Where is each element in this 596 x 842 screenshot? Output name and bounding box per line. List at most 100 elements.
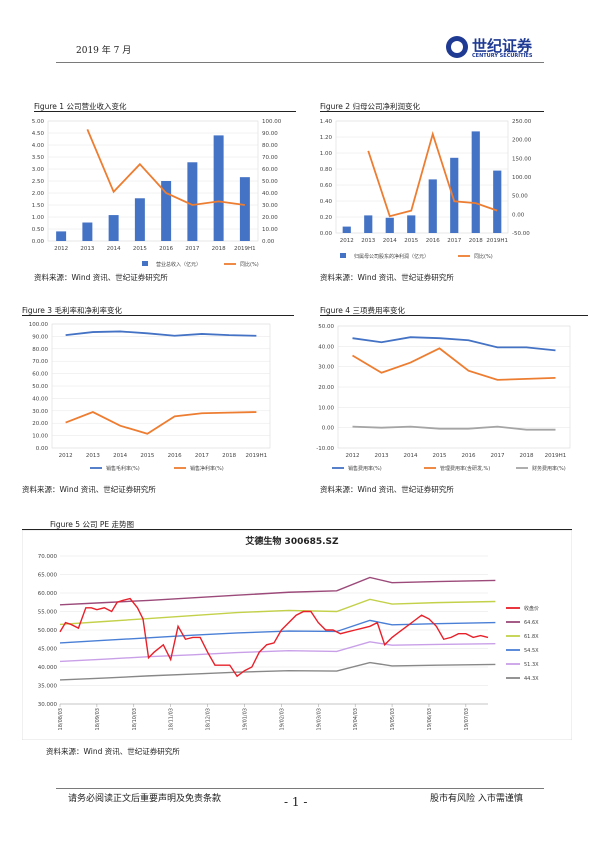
x-tick-label: 2013 xyxy=(86,453,100,459)
y-tick-label: 0.40 xyxy=(320,199,333,205)
y2-tick-label: 70.00 xyxy=(262,155,278,161)
y-tick-label: 40.00 xyxy=(32,396,48,402)
series-line xyxy=(65,330,257,337)
y-tick-label: 100.00 xyxy=(29,322,49,328)
bar xyxy=(56,231,67,241)
x-tick-label: 2016 xyxy=(159,246,173,252)
y2-tick-label: 20.00 xyxy=(262,215,278,221)
bar xyxy=(82,222,93,241)
y-tick-label: -10.00 xyxy=(316,446,334,452)
figure-1-rule xyxy=(34,111,296,112)
x-tick-label: 2016 xyxy=(426,238,440,244)
legend-label: 管理费用率(含研发,%) xyxy=(440,465,490,472)
y-tick-label: 3.00 xyxy=(32,167,45,173)
figure-3-chart: 0.00 10.00 20.00 30.00 40.00 50.00 60.00 70.00 8… xyxy=(29,322,271,472)
bar xyxy=(213,135,224,241)
bar xyxy=(364,215,373,233)
y-tick-label: 2.50 xyxy=(32,179,45,185)
y-tick-label: 1.00 xyxy=(320,151,333,157)
y-tick-label: 50.00 xyxy=(32,384,48,390)
x-tick-label: 19/01/03 xyxy=(242,708,248,730)
x-tick-label: 2015 xyxy=(133,246,147,252)
y-tick-label: 0.60 xyxy=(320,183,333,189)
y-tick-label: 0.00 xyxy=(320,231,333,237)
pe-band-line xyxy=(59,641,496,663)
legend-swatch xyxy=(142,261,148,266)
bar xyxy=(342,226,351,233)
bar xyxy=(471,131,480,233)
y-tick-label: 2.00 xyxy=(32,191,45,197)
y-tick-label: 1.00 xyxy=(32,215,45,221)
figure-3-source: 资料来源：Wind 资讯、世纪证券研究所 xyxy=(22,485,156,494)
x-tick-label: 18/11/03 xyxy=(169,708,175,730)
y2-tick-label: 100.00 xyxy=(512,175,532,181)
bar xyxy=(407,215,416,233)
y-tick-label: 50.00 xyxy=(318,324,334,330)
figure-1-chart: 0.00 0.50 1.00 1.50 2.00 2.50 3.00 3.50 4.00 4.50… xyxy=(32,119,282,268)
series-line xyxy=(86,129,245,206)
figure-3-rule xyxy=(22,315,294,316)
figure-5-rule xyxy=(22,529,572,530)
y-tick-label: 55.000 xyxy=(38,610,58,616)
y-tick-label: 10.00 xyxy=(32,434,48,440)
legend-label: 销售净利率(%) xyxy=(190,465,224,472)
y-tick-label: 20.00 xyxy=(32,421,48,427)
y2-tick-label: 200.00 xyxy=(512,138,532,144)
x-tick-label: 2012 xyxy=(346,453,360,459)
y2-tick-label: 0.00 xyxy=(262,239,275,245)
y-tick-label: 60.00 xyxy=(32,372,48,378)
legend-label: 51.3X xyxy=(524,662,539,668)
bar xyxy=(450,157,459,233)
figure-4-chart: -10.00 0.00 10.00 20.00 30.00 40.00 50.00 2012 2… xyxy=(316,324,571,472)
y2-tick-label: 80.00 xyxy=(262,143,278,149)
x-tick-label: 2016 xyxy=(462,453,476,459)
y-tick-label: 3.50 xyxy=(32,155,45,161)
legend-swatch xyxy=(340,253,346,258)
y-tick-label: 0.50 xyxy=(32,227,45,233)
figure-2-rule xyxy=(320,111,544,112)
x-tick-label: 2013 xyxy=(375,453,389,459)
y2-tick-label: 60.00 xyxy=(262,167,278,173)
figure-2-chart: 0.00 0.20 0.40 0.60 0.80 1.00 1.20 1.40 -50.00 0.… xyxy=(320,119,532,260)
x-tick-label: 2015 xyxy=(140,453,154,459)
y-tick-label: 70.00 xyxy=(32,359,48,365)
x-tick-label: 2019H1 xyxy=(545,453,567,459)
x-tick-label: 18/08/03 xyxy=(58,708,64,730)
figure-4-source: 资料来源：Wind 资讯、世纪证券研究所 xyxy=(320,485,454,494)
y-tick-label: 0.00 xyxy=(36,446,49,452)
price-line xyxy=(59,597,489,678)
figure-4-title: Figure 4 三项费用率变化 xyxy=(320,306,405,315)
x-tick-label: 2014 xyxy=(107,246,121,252)
legend-label: 同比(%) xyxy=(474,253,493,260)
y-tick-label: 5.00 xyxy=(32,119,45,125)
x-tick-label: 2017 xyxy=(195,453,209,459)
y-tick-label: 30.000 xyxy=(38,702,58,708)
x-tick-label: 2016 xyxy=(168,453,182,459)
x-tick-label: 18/10/03 xyxy=(132,708,138,730)
x-tick-label: 19/03/03 xyxy=(316,708,322,730)
bar xyxy=(187,162,198,241)
x-tick-label: 18/12/03 xyxy=(206,708,212,730)
series-line xyxy=(367,130,498,218)
report-date: 2019 年 7 月 xyxy=(76,46,132,56)
series-line xyxy=(352,336,556,352)
x-tick-label: 19/02/03 xyxy=(279,708,285,730)
x-tick-label: 2018 xyxy=(469,238,483,244)
y-tick-label: 0.00 xyxy=(322,426,335,432)
x-tick-label: 2014 xyxy=(383,238,397,244)
y-tick-label: 10.00 xyxy=(318,405,334,411)
figure-4-rule xyxy=(320,315,588,316)
legend-label: 61.8X xyxy=(524,634,539,640)
legend-label: 销售毛利率(%) xyxy=(106,465,140,472)
y-tick-label: 40.000 xyxy=(38,665,58,671)
y2-tick-label: 150.00 xyxy=(512,156,532,162)
bar xyxy=(385,217,394,233)
logo-text-en: CENTURY SECURITIES xyxy=(472,53,533,59)
y-tick-label: 1.40 xyxy=(320,119,333,125)
bar xyxy=(161,181,172,241)
header-divider xyxy=(56,62,544,63)
plot-area xyxy=(335,120,509,234)
series-line xyxy=(65,411,257,435)
figure-3-title: Figure 3 毛利率和净利率变化 xyxy=(22,306,122,315)
pe-band-line xyxy=(59,598,496,626)
